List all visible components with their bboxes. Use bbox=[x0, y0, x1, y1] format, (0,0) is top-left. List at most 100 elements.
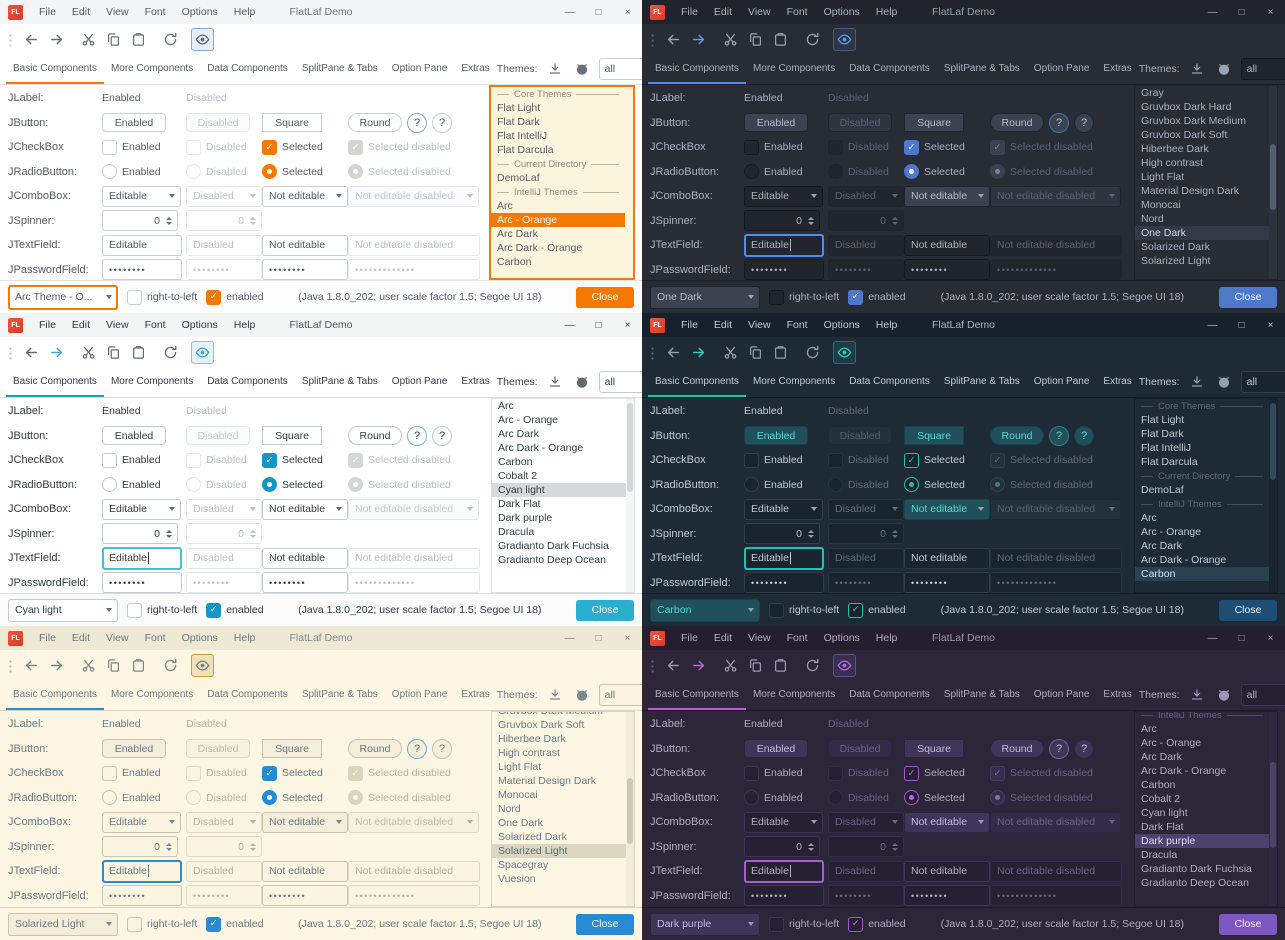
minimize-button[interactable]: — bbox=[564, 319, 575, 331]
forward-button[interactable] bbox=[687, 28, 710, 51]
eye-button[interactable] bbox=[191, 340, 214, 364]
paste-button[interactable] bbox=[127, 654, 150, 677]
tab-more-components[interactable]: More Components bbox=[752, 375, 836, 387]
password-field-1[interactable]: •••••••• bbox=[828, 259, 904, 281]
menu-options[interactable]: Options bbox=[181, 632, 218, 644]
theme-combo[interactable]: Arc Theme - O... bbox=[8, 284, 118, 310]
download-button[interactable] bbox=[1187, 685, 1207, 705]
themes-list[interactable]: Arc Arc - Orange Arc Dark Arc Dark - Orange… bbox=[491, 398, 635, 593]
theme-list-item[interactable]: Light Flat bbox=[1141, 171, 1185, 183]
checkbox-selected[interactable]: ✓ Selected bbox=[904, 452, 965, 468]
help-button[interactable]: ? bbox=[1049, 738, 1069, 759]
eye-button[interactable] bbox=[833, 27, 856, 51]
password-field-3[interactable]: ••••••••••••• bbox=[348, 885, 480, 907]
checkbox-selected-disabled[interactable]: ✓ Selected disabled bbox=[990, 452, 1093, 468]
theme-list-item[interactable]: Gradianto Dark Fuchsia bbox=[1141, 863, 1252, 875]
theme-list-item[interactable]: DemoLaf bbox=[1141, 484, 1184, 496]
theme-list-item[interactable]: Light Flat bbox=[498, 761, 542, 773]
radio-disabled[interactable]: Disabled bbox=[828, 477, 889, 493]
theme-list-item[interactable]: Arc bbox=[1141, 512, 1157, 524]
paste-button[interactable] bbox=[769, 28, 792, 51]
rtl-checkbox[interactable]: right-to-left bbox=[127, 916, 197, 932]
close-button[interactable]: Close bbox=[1219, 599, 1277, 621]
password-field-0[interactable]: •••••••• bbox=[102, 885, 182, 907]
checkbox-enabled[interactable]: Enabled bbox=[744, 765, 803, 781]
tab-extras[interactable]: Extras bbox=[461, 688, 490, 700]
radio-enabled[interactable]: Enabled bbox=[102, 790, 161, 806]
theme-list-item[interactable]: One Dark bbox=[1135, 226, 1269, 240]
combobox-not-editable[interactable]: Not editable bbox=[904, 185, 990, 207]
theme-list-item[interactable]: Flat Light bbox=[497, 102, 541, 114]
eye-button[interactable] bbox=[191, 27, 214, 51]
eye-button[interactable] bbox=[833, 653, 856, 677]
menu-view[interactable]: View bbox=[748, 6, 771, 18]
forward-button[interactable] bbox=[45, 654, 68, 677]
help2-button[interactable]: ? bbox=[432, 112, 452, 133]
scrollbar-thumb[interactable] bbox=[1270, 762, 1276, 848]
minimize-button[interactable]: — bbox=[564, 632, 575, 644]
spinner[interactable]: 0 bbox=[744, 210, 820, 232]
tab-basic-components[interactable]: Basic Components bbox=[648, 54, 746, 84]
checkbox-enabled[interactable]: Enabled bbox=[744, 139, 803, 155]
combobox-editable[interactable]: Editable bbox=[744, 811, 823, 833]
scrollbar[interactable] bbox=[626, 712, 634, 906]
combobox-disabled[interactable]: Disabled bbox=[186, 498, 262, 520]
theme-list-item[interactable]: Arc bbox=[498, 400, 514, 412]
tab-data-components[interactable]: Data Components bbox=[849, 688, 930, 700]
round-button[interactable]: Round bbox=[348, 113, 402, 133]
password-field-3[interactable]: ••••••••••••• bbox=[990, 572, 1122, 594]
tab-basic-components[interactable]: Basic Components bbox=[6, 680, 104, 710]
checkbox-selected-disabled[interactable]: ✓ Selected disabled bbox=[348, 452, 451, 468]
theme-filter-combo[interactable]: all bbox=[1240, 371, 1285, 393]
menu-font[interactable]: Font bbox=[144, 632, 166, 644]
download-button[interactable] bbox=[545, 59, 565, 79]
tab-option-pane[interactable]: Option Pane bbox=[1033, 62, 1090, 74]
menu-font[interactable]: Font bbox=[786, 632, 808, 644]
paste-button[interactable] bbox=[769, 654, 792, 677]
square-button[interactable]: Square bbox=[262, 426, 322, 446]
tab-more-components[interactable]: More Components bbox=[110, 375, 194, 387]
checkbox-selected-disabled[interactable]: ✓ Selected disabled bbox=[990, 139, 1093, 155]
theme-filter-combo[interactable]: all bbox=[1240, 58, 1285, 80]
close-button[interactable]: × bbox=[624, 319, 631, 331]
tab-splitpane-tabs[interactable]: SplitPane & Tabs bbox=[301, 375, 378, 387]
cut-button[interactable] bbox=[719, 341, 742, 364]
enabled-checkbox[interactable]: ✓ enabled bbox=[206, 916, 264, 932]
combobox-disabled[interactable]: Disabled bbox=[186, 811, 262, 833]
tab-splitpane-tabs[interactable]: SplitPane & Tabs bbox=[943, 62, 1020, 74]
theme-list-item[interactable]: Flat Dark bbox=[497, 116, 540, 128]
radio-selected[interactable]: Selected bbox=[262, 477, 323, 493]
help2-button[interactable]: ? bbox=[1074, 425, 1094, 446]
rtl-checkbox[interactable]: right-to-left bbox=[769, 916, 839, 932]
password-field-2[interactable]: •••••••• bbox=[262, 885, 348, 907]
eye-button[interactable] bbox=[833, 340, 856, 364]
download-button[interactable] bbox=[1187, 372, 1207, 392]
copy-button[interactable] bbox=[744, 28, 767, 51]
radio-enabled[interactable]: Enabled bbox=[102, 164, 161, 180]
theme-list-item[interactable]: Gruvbox Dark Soft bbox=[1141, 129, 1228, 141]
theme-list-item[interactable]: Arc - Orange bbox=[491, 213, 625, 227]
password-field-2[interactable]: •••••••• bbox=[904, 259, 990, 281]
theme-combo[interactable]: Solarized Light bbox=[8, 912, 118, 936]
checkbox-selected[interactable]: ✓ Selected bbox=[262, 139, 323, 155]
theme-list-item[interactable]: Dracula bbox=[1141, 849, 1178, 861]
enabled-checkbox[interactable]: ✓ enabled bbox=[206, 602, 264, 618]
theme-list-item[interactable]: Arc Dark - Orange bbox=[1141, 765, 1227, 777]
github-button[interactable] bbox=[572, 59, 592, 79]
theme-list-item[interactable]: Dark purple bbox=[498, 512, 553, 524]
theme-filter-combo[interactable]: all bbox=[1240, 684, 1285, 706]
password-field-0[interactable]: •••••••• bbox=[744, 885, 824, 907]
menu-help[interactable]: Help bbox=[875, 319, 898, 331]
tab-option-pane[interactable]: Option Pane bbox=[391, 375, 448, 387]
tab-splitpane-tabs[interactable]: SplitPane & Tabs bbox=[301, 688, 378, 700]
close-button[interactable]: × bbox=[1267, 632, 1274, 644]
enabled-checkbox[interactable]: ✓ enabled bbox=[848, 289, 906, 305]
back-button[interactable] bbox=[20, 654, 43, 677]
checkbox-enabled[interactable]: Enabled bbox=[102, 452, 161, 468]
combobox-disabled[interactable]: Disabled bbox=[828, 498, 904, 520]
combobox-disabled[interactable]: Disabled bbox=[186, 185, 262, 207]
copy-button[interactable] bbox=[102, 341, 125, 364]
password-field-0[interactable]: •••••••• bbox=[102, 259, 182, 281]
theme-combo[interactable]: One Dark bbox=[650, 285, 760, 309]
download-button[interactable] bbox=[1187, 59, 1207, 79]
